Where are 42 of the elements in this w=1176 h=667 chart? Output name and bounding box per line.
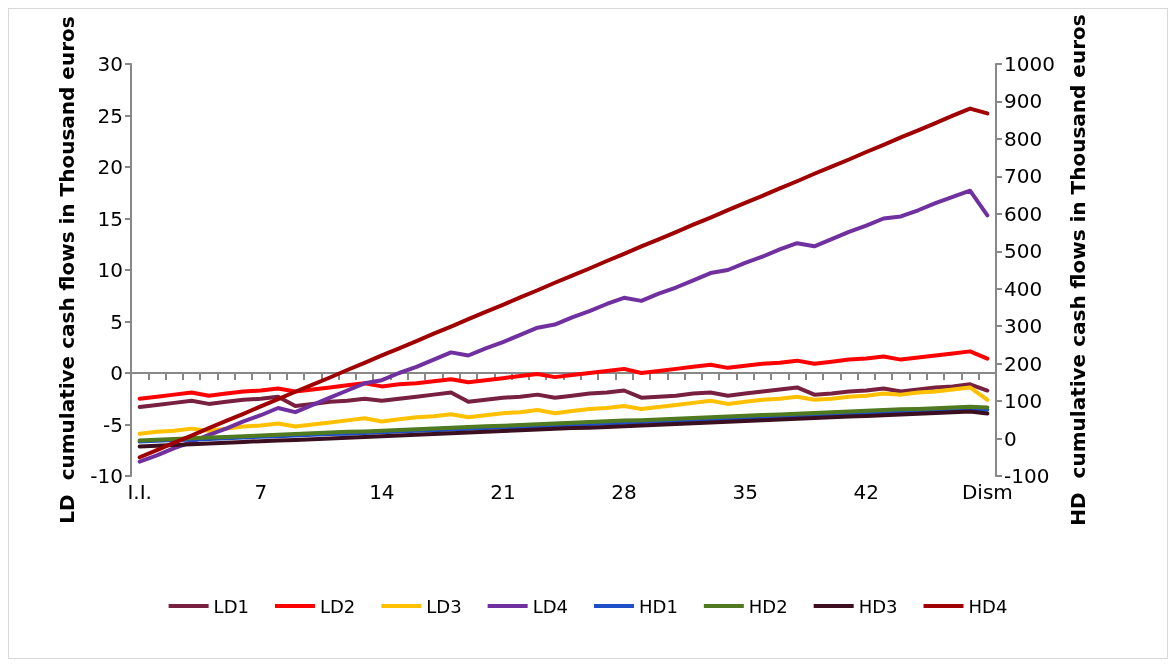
x-tick-label: 28 bbox=[611, 480, 637, 504]
line-series bbox=[137, 349, 990, 401]
y2-tick-label: 700 bbox=[1004, 164, 1043, 189]
y2-tick-label: 900 bbox=[1004, 89, 1043, 114]
y-tick-label: 5 bbox=[110, 309, 123, 334]
line-series bbox=[137, 385, 990, 436]
x-tick-label: 14 bbox=[369, 480, 395, 504]
legend-label: LD3 bbox=[426, 595, 462, 617]
line-series bbox=[137, 188, 990, 464]
y2-tick-label: 0 bbox=[1004, 426, 1017, 451]
y2-tick-label: 1000 bbox=[1004, 52, 1055, 76]
y-tick-label: -5 bbox=[103, 412, 123, 437]
y2-tick-label: 200 bbox=[1004, 351, 1043, 376]
y2-tick-label: 600 bbox=[1004, 201, 1043, 226]
y-axis-title: LD cumulative cash flows in Thousand euros bbox=[55, 16, 79, 524]
y-tick-label: 0 bbox=[110, 361, 123, 385]
x-tick-label: 35 bbox=[732, 480, 758, 504]
legend-label: LD2 bbox=[319, 595, 356, 617]
legend-label: HD4 bbox=[968, 595, 1008, 617]
legend-label: HD1 bbox=[638, 595, 678, 617]
line-series bbox=[137, 106, 990, 460]
line-series bbox=[137, 382, 990, 409]
x-tick-label: 21 bbox=[490, 480, 516, 504]
legend-label: LD1 bbox=[213, 595, 249, 617]
x-tick-label: 42 bbox=[853, 480, 879, 504]
y-tick-label: 10 bbox=[97, 258, 123, 282]
y2-tick-label: 400 bbox=[1004, 276, 1043, 301]
x-tick-label: I.I. bbox=[127, 480, 152, 504]
x-tick-label: 7 bbox=[254, 480, 268, 504]
y-tick-label: 20 bbox=[97, 155, 123, 179]
legend-label: HD3 bbox=[858, 595, 898, 617]
y2-axis-title: HD cumulative cash flows in Thousand euros bbox=[1066, 14, 1090, 526]
y-tick-label: 25 bbox=[97, 103, 123, 128]
y2-tick-label: 100 bbox=[1004, 389, 1043, 414]
y2-tick-label: 500 bbox=[1004, 239, 1043, 264]
legend-label: LD4 bbox=[532, 595, 568, 617]
y-tick-label: 15 bbox=[97, 206, 123, 231]
y2-tick-label: 800 bbox=[1004, 126, 1043, 151]
y-tick-label: -10 bbox=[90, 464, 123, 488]
y-tick-label: 30 bbox=[97, 52, 123, 76]
legend-label: HD2 bbox=[748, 595, 788, 617]
y2-tick-label: 300 bbox=[1004, 314, 1043, 339]
